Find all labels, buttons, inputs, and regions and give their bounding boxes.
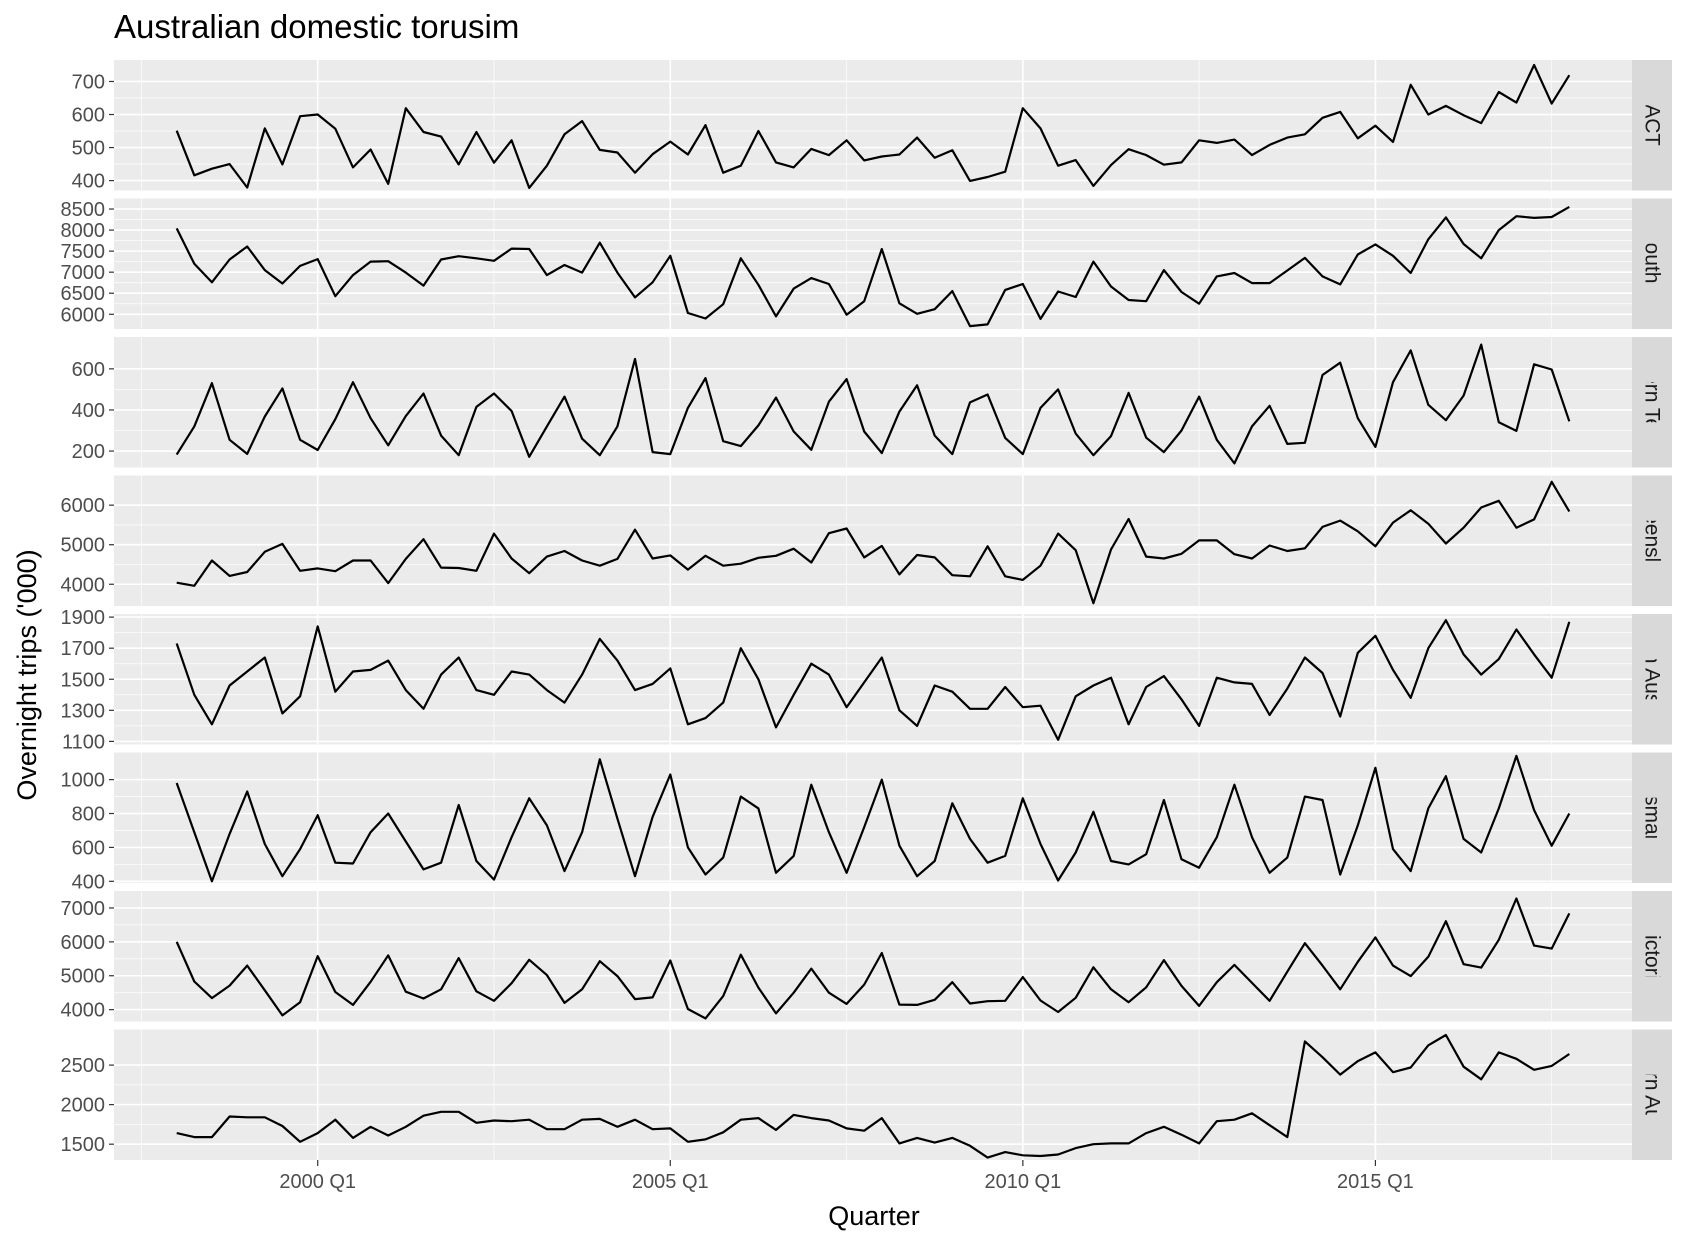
y-tick-label: 8500 xyxy=(61,199,106,221)
strip-label: Western Australia xyxy=(1641,1013,1664,1178)
strip-label: New South Wales xyxy=(1641,181,1664,347)
series-line-northern-territory xyxy=(175,343,1571,465)
x-tick-label: 2010 Q1 xyxy=(984,1171,1061,1193)
panel-victoria: 4000 5000 6000 7000 Victoria xyxy=(61,891,1672,1022)
series-line-queensland xyxy=(176,480,1571,605)
y-tick-label: 6000 xyxy=(61,304,106,326)
y-tick-label: 5000 xyxy=(61,535,106,557)
strip-label: Tasmania xyxy=(1641,773,1664,863)
y-tick-label: 800 xyxy=(72,804,105,826)
y-tick-label: 7000 xyxy=(61,898,106,920)
y-tick-label: 400 xyxy=(72,871,105,893)
y-tick-label: 500 xyxy=(72,138,105,160)
strip-background xyxy=(1632,475,1672,606)
panel-northern-territory: 200 400 600 Northern Territory xyxy=(72,321,1672,484)
series-line-act xyxy=(175,63,1571,189)
y-tick-label: 2000 xyxy=(61,1095,106,1117)
series-line-tasmania xyxy=(175,754,1571,883)
strip-background xyxy=(1632,614,1672,745)
y-tick-label: 700 xyxy=(72,71,105,93)
chart-title: Australian domestic torusim xyxy=(114,8,519,45)
y-tick-label: 600 xyxy=(72,359,105,381)
panel-background xyxy=(114,891,1632,1022)
x-tick-label: 2000 Q1 xyxy=(279,1171,356,1193)
x-tick-label: 2005 Q1 xyxy=(632,1171,709,1193)
strip-background xyxy=(1632,337,1672,468)
strip-label: Victoria xyxy=(1641,921,1664,991)
strip-label: Queensland xyxy=(1641,484,1664,597)
strip-background xyxy=(1632,752,1672,883)
y-tick-label: 8000 xyxy=(61,220,106,242)
series-line-south-australia xyxy=(175,619,1571,741)
strip-label: South Australia xyxy=(1641,609,1664,751)
panel-background xyxy=(114,752,1632,883)
panel-background xyxy=(114,337,1632,468)
panel-background xyxy=(114,475,1632,606)
panel-background xyxy=(114,198,1632,329)
series-line-victoria xyxy=(175,897,1571,1020)
series-line-western-australia xyxy=(176,1033,1570,1159)
y-axis-title: Overnight trips ('000) xyxy=(12,549,42,800)
strip-label: Northern Territory xyxy=(1641,321,1664,484)
panel-act: 400 500 600 700 ACT xyxy=(72,60,1672,193)
y-tick-label: 4000 xyxy=(61,1000,106,1022)
panel-background xyxy=(114,60,1632,191)
x-axis: 2000 Q1 2005 Q1 2010 Q1 2015 Q1 xyxy=(279,1160,1414,1193)
y-tick-label: 6500 xyxy=(61,283,106,305)
panel-western-australia: 1500 2000 2500 Western Australia xyxy=(61,1013,1672,1178)
y-tick-label: 7500 xyxy=(61,241,106,263)
y-tick-label: 400 xyxy=(72,400,105,422)
y-tick-label: 5000 xyxy=(61,966,106,988)
y-tick-label: 6000 xyxy=(61,932,106,954)
y-tick-label: 4000 xyxy=(61,574,106,596)
x-tick-label: 2015 Q1 xyxy=(1337,1171,1414,1193)
y-tick-label: 200 xyxy=(72,441,105,463)
y-tick-label: 6000 xyxy=(61,495,106,517)
y-tick-label: 2500 xyxy=(61,1055,106,1077)
panel-south-australia: 1100 1300 1500 1700 1900 South Australia xyxy=(61,607,1672,753)
y-tick-label: 1900 xyxy=(61,607,106,629)
strip-background xyxy=(1632,60,1672,191)
y-tick-label: 1000 xyxy=(61,770,106,792)
panel-queensland: 4000 5000 6000 Queensland xyxy=(61,475,1672,606)
strip-background xyxy=(1632,198,1672,329)
y-tick-label: 600 xyxy=(72,837,105,859)
y-tick-label: 600 xyxy=(72,105,105,127)
panel-tasmania: 400 600 800 1000 Tasmania xyxy=(61,752,1672,893)
series-line-new-south-wales xyxy=(175,205,1570,328)
x-axis-title: Quarter xyxy=(828,1201,920,1231)
y-tick-label: 1300 xyxy=(61,700,106,722)
panel-background xyxy=(114,1029,1632,1160)
y-tick-label: 1500 xyxy=(61,669,106,691)
y-tick-label: 1700 xyxy=(61,638,106,660)
strip-label: ACT xyxy=(1641,104,1664,146)
y-tick-label: 1100 xyxy=(62,731,105,753)
y-tick-label: 7000 xyxy=(61,262,106,284)
strip-background xyxy=(1632,891,1672,1022)
y-tick-label: 1500 xyxy=(61,1134,106,1156)
y-tick-label: 400 xyxy=(72,171,105,193)
strip-background xyxy=(1632,1029,1672,1160)
